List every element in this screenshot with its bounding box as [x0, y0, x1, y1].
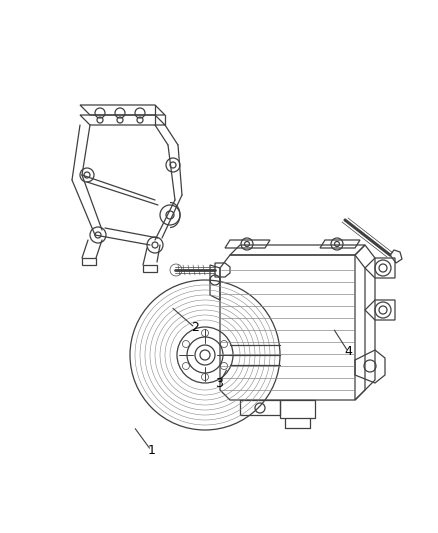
Text: 2: 2	[191, 321, 199, 334]
Text: 3: 3	[215, 377, 223, 390]
Text: 4: 4	[344, 345, 352, 358]
Text: 1: 1	[147, 444, 155, 457]
